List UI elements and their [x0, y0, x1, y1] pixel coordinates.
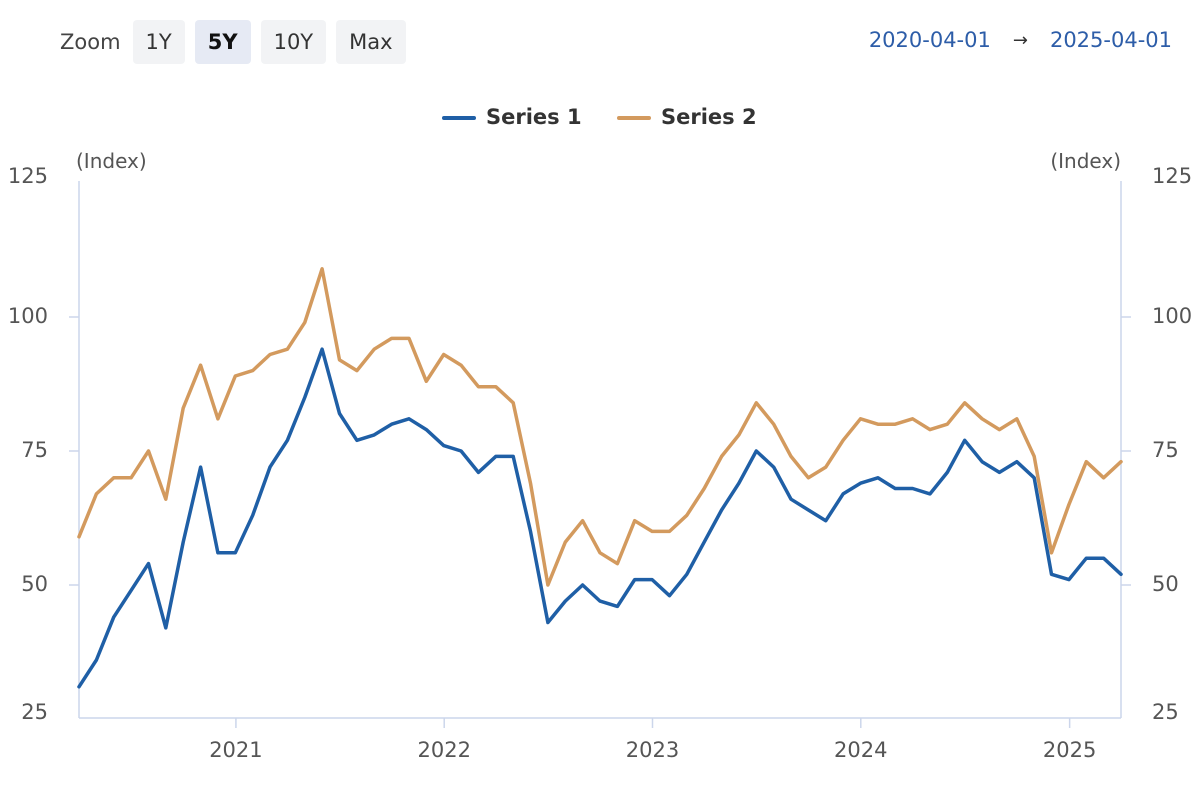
legend-label-2: Series 2 — [661, 105, 757, 129]
y-axis-right-unit: (Index) — [1050, 149, 1121, 173]
zoom-10y-button[interactable]: 10Y — [260, 20, 327, 64]
y-tick-label-right: 25 — [1152, 700, 1179, 724]
y-tick-label-left: 50 — [21, 572, 48, 596]
zoom-max-button[interactable]: Max — [336, 20, 406, 64]
y-tick-label-right: 100 — [1152, 304, 1192, 328]
y-tick-label-right: 75 — [1152, 438, 1179, 462]
x-tick-label: 2021 — [209, 738, 262, 762]
y-tick-label-right: 125 — [1152, 164, 1192, 188]
zoom-bar: Zoom 1Y 5Y 10Y Max — [60, 20, 406, 64]
zoom-5y-button[interactable]: 5Y — [194, 20, 251, 64]
y-tick-label-left: 125 — [8, 164, 48, 188]
date-range: 2020-04-01 → 2025-04-01 — [869, 28, 1172, 52]
x-tick-label: 2024 — [834, 738, 887, 762]
date-from-input[interactable]: 2020-04-01 — [868, 28, 991, 52]
y-tick-label-left: 100 — [8, 304, 48, 328]
y-tick-label-right: 50 — [1152, 572, 1179, 596]
date-to-input[interactable]: 2025-04-01 — [1049, 28, 1172, 52]
x-tick-label: 2025 — [1043, 738, 1096, 762]
x-tick-label: 2022 — [417, 738, 470, 762]
y-axis-left-unit: (Index) — [76, 149, 147, 173]
arrow-right-icon: → — [1012, 29, 1028, 51]
y-tick-label-left: 25 — [21, 700, 48, 724]
zoom-1y-button[interactable]: 1Y — [132, 20, 185, 64]
series-line-1 — [77, 347, 1123, 689]
y-tick-label-left: 75 — [21, 438, 48, 462]
zoom-label: Zoom — [60, 30, 121, 54]
x-tick-label: 2023 — [626, 738, 679, 762]
legend-label-1: Series 1 — [486, 105, 582, 129]
series-line-2 — [77, 267, 1123, 587]
